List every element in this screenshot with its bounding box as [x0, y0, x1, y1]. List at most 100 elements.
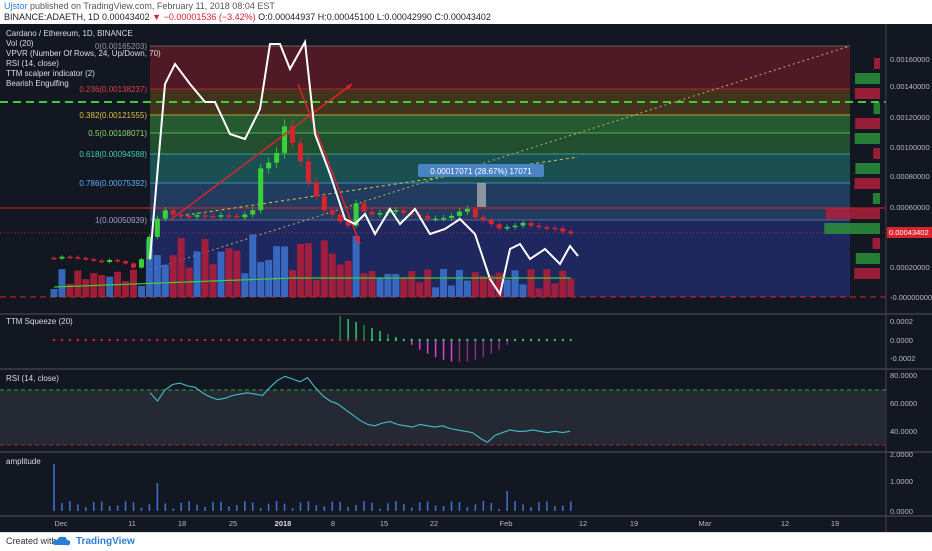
- amplitude-bar: [546, 501, 548, 511]
- x-tick: Feb: [500, 519, 513, 528]
- volume-bar: [304, 243, 312, 297]
- chart-canvas[interactable]: 0(0.00165203) 0.236(0.00138237) 0.382(0.…: [0, 24, 932, 532]
- candle: [234, 215, 240, 218]
- vpvr-row: [855, 163, 880, 174]
- volume-bar: [328, 253, 336, 297]
- x-tick: Mar: [699, 519, 712, 528]
- volume-bar: [130, 269, 137, 297]
- amplitude-bar: [220, 501, 222, 511]
- x-tick: 19: [831, 519, 839, 528]
- candle: [162, 210, 168, 219]
- candle: [266, 162, 272, 169]
- footer-brand[interactable]: TradingView: [76, 536, 135, 547]
- tradingview-cloud-icon: [52, 536, 71, 546]
- vpvr-row: [873, 103, 880, 114]
- down-arrow-icon: ▼: [152, 12, 162, 22]
- volume-bar: [368, 271, 376, 297]
- ttm-dot: [354, 338, 358, 342]
- candle: [138, 259, 144, 268]
- amplitude-bar: [164, 503, 167, 511]
- ttm-dot: [482, 338, 485, 342]
- volume-bar: [551, 283, 559, 297]
- volume-bar: [217, 251, 225, 297]
- chart-header: Ujstor published on TradingView.com, Feb…: [0, 0, 932, 24]
- vpvr-row: [872, 238, 880, 249]
- publish-line: Ujstor published on TradingView.com, Feb…: [4, 1, 275, 11]
- candle: [146, 236, 152, 260]
- candle: [59, 256, 65, 259]
- amp-tick: 0.0000: [890, 507, 913, 516]
- legend-vpvr: VPVR (Number Of Rows, 24, Up/Down, 70): [6, 49, 161, 58]
- ttm-dot: [203, 338, 207, 342]
- candle: [115, 259, 121, 262]
- amplitude-bar: [307, 501, 310, 511]
- ttm-dot: [76, 338, 80, 342]
- ttm-dot: [52, 338, 56, 342]
- ttm-dot: [378, 338, 382, 342]
- ttm-dot: [164, 338, 167, 342]
- fib-band-5: [150, 133, 850, 154]
- candle: [282, 126, 288, 153]
- y-tick: 0.00120000: [890, 113, 930, 122]
- candle: [274, 152, 280, 163]
- candlesticks: [51, 119, 574, 269]
- amplitude-bar: [458, 502, 461, 511]
- candle: [528, 222, 534, 226]
- volume-bar: [98, 275, 106, 297]
- amplitude-bar: [387, 503, 389, 511]
- volume-bar: [455, 269, 463, 297]
- ttm-dot: [251, 338, 254, 342]
- volume-bar: [336, 264, 344, 297]
- measure-label: 0.00017071 (28.67%) 17071: [430, 167, 532, 176]
- amplitude-bar: [554, 505, 556, 511]
- arrow-up: [169, 83, 353, 221]
- candle: [496, 224, 502, 229]
- volume-bar: [392, 274, 400, 297]
- vpvr-row: [854, 268, 880, 279]
- ohlc-open: O:0.00044937: [258, 12, 316, 22]
- ttm-dot: [299, 338, 302, 342]
- candle: [504, 227, 510, 229]
- candle: [433, 218, 439, 221]
- y-tick: 0.00100000: [890, 143, 930, 152]
- ohlc-low: L:0.00042990: [376, 12, 432, 22]
- volume-bar: [519, 284, 527, 297]
- volume-bar: [201, 238, 209, 297]
- volume-bar: [384, 273, 392, 297]
- fib-band-382: [150, 115, 850, 133]
- volume-bar: [527, 269, 535, 297]
- last-price: 0.00043402: [102, 12, 150, 22]
- amplitude-bar: [283, 503, 286, 511]
- ttm-dot: [140, 338, 143, 342]
- candle: [377, 213, 383, 215]
- ohlc-high: H:0.00045100: [317, 12, 375, 22]
- candle: [218, 215, 224, 217]
- candle: [123, 261, 129, 264]
- fib-label-236: 0.236(0.00138237): [79, 85, 147, 94]
- x-tick: 12: [579, 519, 587, 528]
- ttm-dot: [490, 338, 493, 342]
- rsi-title: RSI (14, close): [6, 374, 59, 383]
- price-axis: 0.00160000 0.00140000 0.00120000 0.00100…: [890, 55, 932, 302]
- ttm-dot: [370, 338, 374, 342]
- amplitude-bar: [53, 464, 55, 511]
- ttm-dot: [426, 338, 429, 342]
- ttm-dot: [553, 338, 557, 342]
- candle: [83, 257, 89, 260]
- ttm-dot: [116, 338, 119, 342]
- ttm-dot: [450, 338, 453, 342]
- vpvr-row: [872, 193, 880, 204]
- candle: [361, 203, 367, 212]
- volume-bar: [145, 239, 153, 297]
- volume-bar: [360, 273, 368, 297]
- volume-bar: [241, 273, 249, 297]
- author-link[interactable]: Ujstor: [4, 1, 28, 11]
- ttm-dot: [283, 338, 286, 342]
- vpvr-row: [824, 223, 880, 234]
- volume-bar: [233, 250, 241, 297]
- candle: [512, 225, 518, 228]
- candle: [290, 126, 295, 144]
- volume-bar: [273, 246, 281, 297]
- volume-bar: [281, 246, 289, 297]
- last-price-badge: [887, 227, 932, 238]
